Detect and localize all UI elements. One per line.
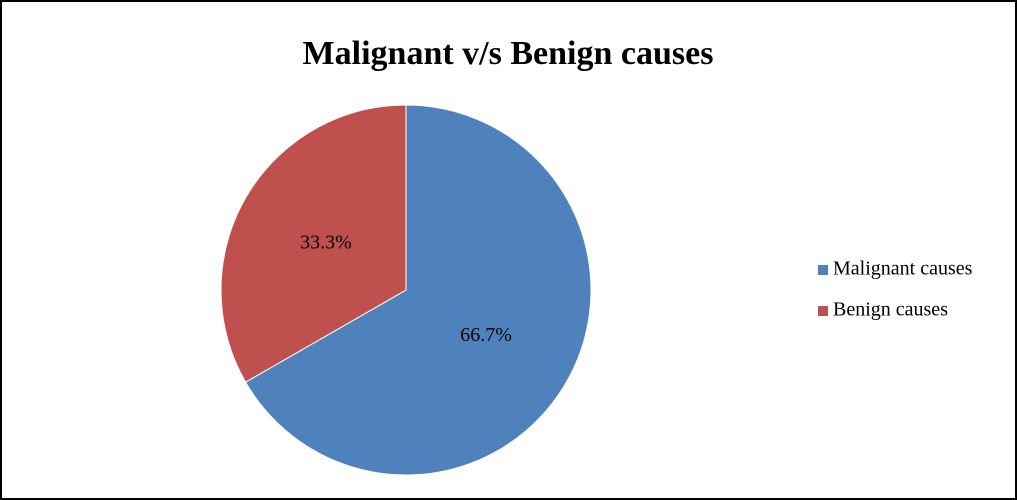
legend-swatch [818, 306, 828, 316]
chart-title: Malignant v/s Benign causes [303, 35, 714, 72]
legend-swatch [818, 265, 828, 275]
legend-label: Benign causes [833, 299, 948, 321]
data-label: 33.3% [300, 231, 352, 253]
pie-slice [220, 104, 407, 383]
data-label: 66.7% [460, 324, 512, 346]
legend-label: Malignant causes [833, 258, 973, 280]
pie-slice [244, 104, 592, 476]
